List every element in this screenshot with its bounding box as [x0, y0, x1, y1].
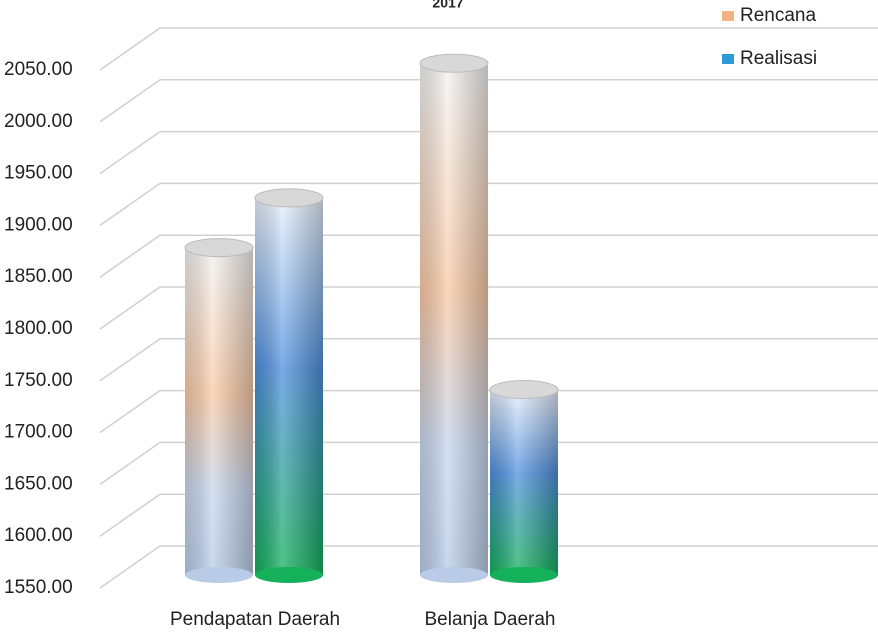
y-tick-label: 1950.00	[4, 163, 73, 184]
bar-top	[255, 189, 323, 207]
legend-label: Rencana	[740, 5, 816, 26]
grid-line	[100, 80, 878, 122]
y-tick-label: 2000.00	[4, 111, 73, 132]
grid-line	[100, 183, 878, 225]
bar-base	[255, 567, 323, 583]
bar-shade	[490, 390, 558, 575]
bar-base	[420, 567, 488, 583]
y-tick-label: 1650.00	[4, 473, 73, 494]
bar-shade	[185, 248, 253, 575]
chart-title: 2017	[432, 0, 463, 11]
bar-base	[185, 567, 253, 583]
legend-swatch	[722, 54, 734, 64]
grid-line	[100, 132, 878, 174]
y-tick-label: 1900.00	[4, 214, 73, 235]
y-tick-label: 1750.00	[4, 370, 73, 391]
x-tick-label: Belanja Daerah	[425, 609, 556, 630]
y-tick-label: 1850.00	[4, 266, 73, 287]
y-tick-label: 1800.00	[4, 318, 73, 339]
y-tick-label: 1550.00	[4, 577, 73, 598]
legend-label: Realisasi	[740, 48, 817, 69]
bar-top	[185, 239, 253, 257]
y-tick-label: 1700.00	[4, 422, 73, 443]
y-tick-label: 1600.00	[4, 525, 73, 546]
bar-top	[420, 54, 488, 72]
chart: 2017 1550.00 1600.00 1650.00 1700.00 1750.00…	[0, 0, 878, 633]
bar-shade	[255, 198, 323, 575]
bar-top	[490, 381, 558, 399]
bar-shade	[420, 63, 488, 575]
legend-swatch	[722, 11, 734, 21]
x-tick-label: Pendapatan Daerah	[170, 609, 340, 630]
bar-base	[490, 567, 558, 583]
y-tick-label: 2050.00	[4, 59, 73, 80]
